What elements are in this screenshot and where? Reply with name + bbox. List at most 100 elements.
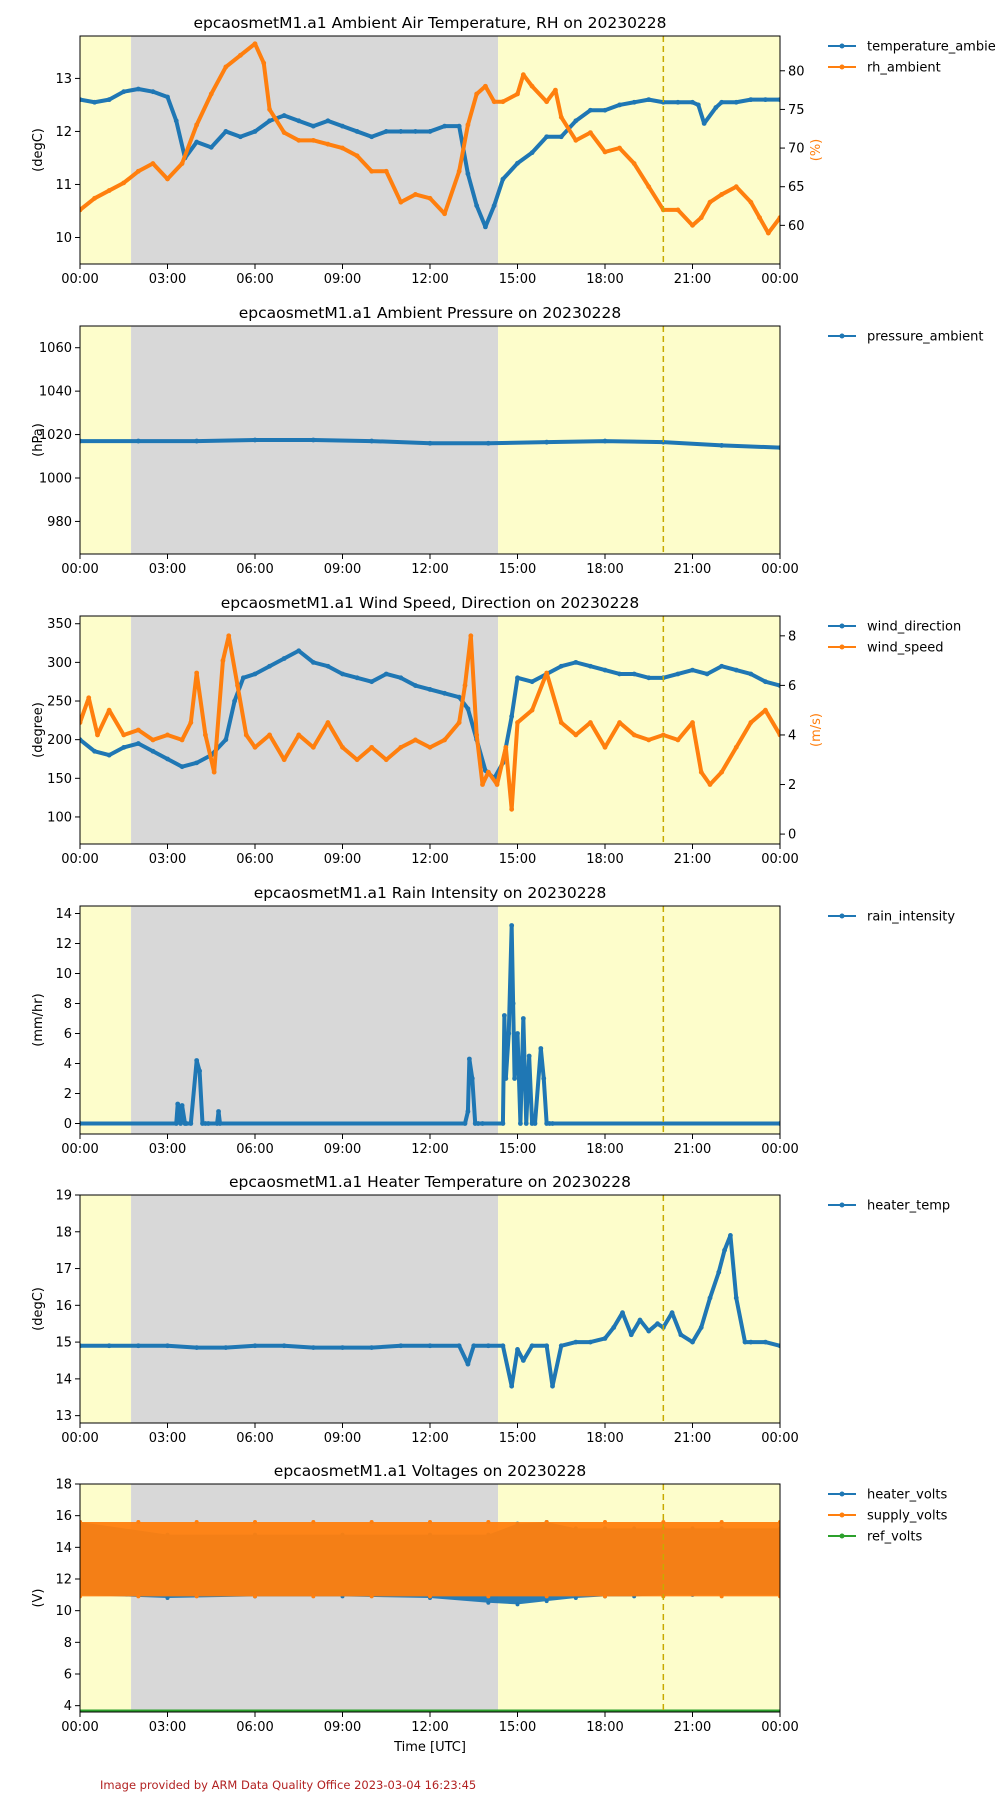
x-tick-label: 18:00 bbox=[586, 1720, 623, 1735]
x-tick-label: 21:00 bbox=[674, 1431, 711, 1446]
y-tick-label: 14 bbox=[55, 1541, 72, 1556]
data-point bbox=[95, 732, 100, 738]
data-point bbox=[550, 1121, 555, 1126]
data-point bbox=[106, 707, 112, 713]
data-point bbox=[631, 671, 637, 677]
x-tick-label: 06:00 bbox=[236, 562, 273, 577]
x-tick-label: 09:00 bbox=[324, 272, 361, 287]
data-point bbox=[466, 1056, 472, 1062]
data-point bbox=[428, 1594, 432, 1599]
x-tick-label: 00:00 bbox=[761, 562, 798, 577]
data-point bbox=[748, 199, 754, 205]
data-point bbox=[777, 445, 780, 450]
legend-label: temperature_ambie bbox=[867, 40, 996, 55]
data-point bbox=[777, 732, 780, 738]
data-point bbox=[281, 113, 287, 118]
data-point bbox=[340, 671, 345, 677]
data-point bbox=[588, 720, 593, 725]
data-point bbox=[486, 1594, 491, 1599]
data-point bbox=[509, 714, 515, 719]
data-point bbox=[675, 737, 681, 743]
x-tick-label: 00:00 bbox=[761, 852, 798, 867]
data-point bbox=[655, 1321, 660, 1327]
data-point bbox=[515, 1347, 520, 1352]
data-point bbox=[456, 168, 462, 174]
y2-tick-label: 60 bbox=[788, 219, 805, 234]
x-tick-label: 15:00 bbox=[499, 1720, 536, 1735]
data-point bbox=[701, 121, 707, 126]
data-point bbox=[611, 1324, 617, 1330]
data-point bbox=[413, 129, 418, 134]
y2-tick-label: 75 bbox=[788, 103, 805, 118]
legend-label: wind_speed bbox=[867, 641, 944, 656]
y-tick-label: 12 bbox=[55, 125, 72, 140]
data-point bbox=[748, 97, 754, 103]
data-point bbox=[520, 1358, 526, 1363]
data-point bbox=[281, 130, 287, 136]
data-point bbox=[777, 1343, 780, 1349]
data-point bbox=[92, 195, 97, 201]
y2-tick-label: 8 bbox=[788, 629, 796, 644]
data-point bbox=[383, 129, 389, 134]
data-point bbox=[777, 215, 780, 221]
data-point bbox=[150, 737, 156, 743]
data-point bbox=[617, 102, 622, 108]
day-shade bbox=[498, 36, 780, 264]
data-point bbox=[707, 782, 713, 787]
y-tick-label: 8 bbox=[64, 1636, 72, 1651]
x-tick-label: 12:00 bbox=[411, 1431, 448, 1446]
data-point bbox=[529, 707, 535, 713]
data-point bbox=[532, 1121, 538, 1126]
x-tick-label: 00:00 bbox=[761, 272, 798, 287]
data-point bbox=[135, 438, 141, 444]
data-point bbox=[165, 732, 170, 738]
data-point bbox=[515, 1602, 520, 1607]
data-point bbox=[252, 671, 258, 677]
x-tick-label: 03:00 bbox=[149, 1720, 186, 1735]
data-point bbox=[194, 139, 200, 145]
data-layer bbox=[80, 633, 780, 812]
data-point bbox=[675, 671, 681, 677]
legend-label: pressure_ambient bbox=[867, 330, 983, 345]
data-point bbox=[631, 732, 637, 738]
x-tick-label: 06:00 bbox=[236, 852, 273, 867]
y-tick-label: 14 bbox=[55, 907, 72, 922]
data-point bbox=[253, 1594, 257, 1599]
chart-title: epcaosmetM1.a1 Heater Temperature on 202… bbox=[229, 1173, 631, 1191]
y-axis-label: (mm/hr) bbox=[31, 993, 46, 1046]
data-point bbox=[733, 667, 739, 673]
x-tick-label: 21:00 bbox=[674, 852, 711, 867]
x-tick-label: 00:00 bbox=[61, 1720, 98, 1735]
data-point bbox=[573, 659, 579, 665]
data-point bbox=[690, 667, 695, 673]
data-point bbox=[325, 663, 331, 669]
chart-panel: 00:00 03:00 06:00 09:00 12:00 15:00 18:00 21:00… bbox=[31, 594, 961, 867]
data-point bbox=[541, 1076, 547, 1081]
data-point bbox=[456, 1343, 462, 1349]
x-tick-label: 18:00 bbox=[586, 562, 623, 577]
data-point bbox=[716, 1269, 722, 1275]
legend-marker bbox=[839, 64, 845, 70]
data-point bbox=[194, 760, 200, 766]
x-tick-label: 15:00 bbox=[499, 562, 536, 577]
data-point bbox=[558, 1343, 564, 1349]
series-line-heater_temp bbox=[80, 1233, 780, 1389]
chart-title: epcaosmetM1.a1 Ambient Air Temperature, … bbox=[193, 14, 666, 32]
legend-label: rh_ambient bbox=[867, 61, 941, 76]
data-point bbox=[383, 168, 389, 174]
data-point bbox=[486, 1520, 491, 1524]
data-point bbox=[620, 1310, 625, 1316]
data-point bbox=[474, 203, 480, 209]
data-point bbox=[281, 757, 287, 763]
data-point bbox=[310, 123, 316, 129]
data-point bbox=[267, 663, 272, 669]
x-axis-label: Time [UTC] bbox=[393, 1740, 466, 1755]
data-point bbox=[340, 145, 345, 151]
data-point bbox=[325, 720, 331, 725]
data-point bbox=[226, 633, 232, 639]
data-point bbox=[573, 137, 579, 143]
night-shade bbox=[131, 906, 499, 1134]
data-point bbox=[763, 1339, 768, 1345]
x-tick-label: 09:00 bbox=[324, 852, 361, 867]
data-point bbox=[719, 443, 725, 448]
